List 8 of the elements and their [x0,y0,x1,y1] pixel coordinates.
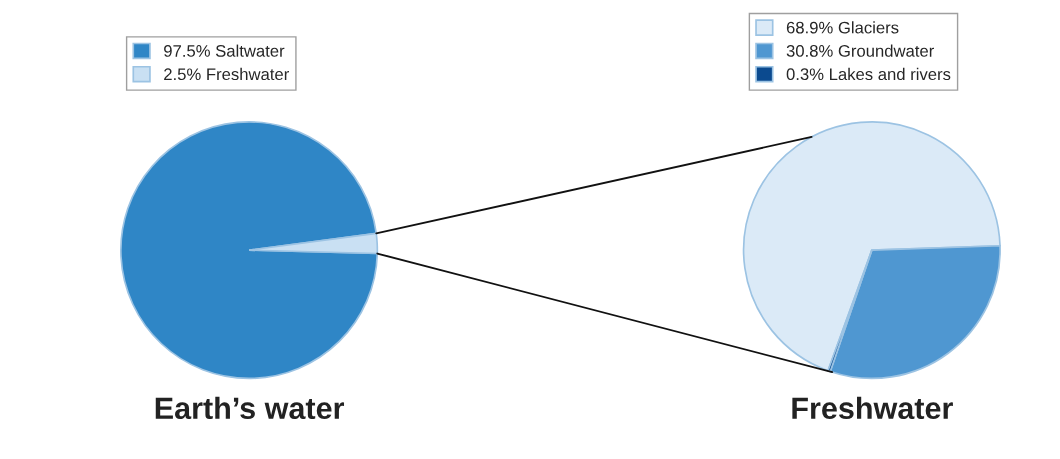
legend-label: 0.3% Lakes and rivers [786,67,951,81]
text: Freshwater [792,396,953,420]
legend-label: 68.9% Glaciers [786,21,899,34]
legend-label: 97.5% Saltwater [164,44,285,57]
legend-label: 30.8% Groundwater [786,44,934,57]
legend-label: 2.5% Freshwater [164,67,289,81]
text: Earth’s water [155,396,345,420]
pie-slice [120,121,379,380]
